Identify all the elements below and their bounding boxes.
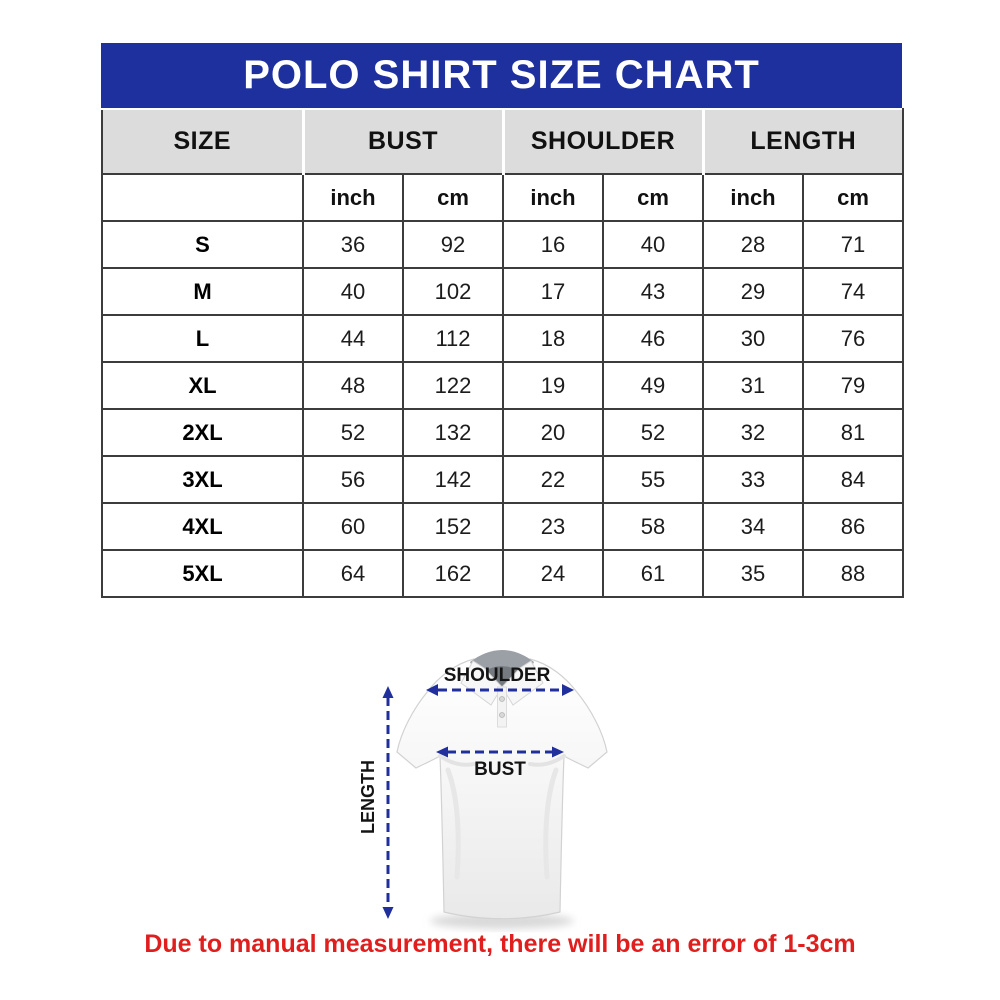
measurement-cell: 132	[402, 408, 504, 457]
measurement-cell: 46	[601, 314, 705, 363]
measurement-cell: 74	[802, 267, 905, 316]
measurement-cell: 162	[402, 549, 504, 598]
measurement-cell: 64	[302, 549, 404, 598]
button	[499, 712, 505, 718]
measurement-cell: 29	[702, 267, 805, 316]
shoulder-arrow	[426, 684, 574, 696]
measurement-cell: 34	[702, 502, 805, 551]
unit-header-bust-inch: inch	[302, 173, 404, 222]
measurement-cell: 43	[601, 267, 705, 316]
measurement-cell: 28	[702, 220, 805, 269]
measurement-cell: 17	[502, 267, 604, 316]
measurement-cell: 32	[702, 408, 805, 457]
unit-header-shoulder-cm: cm	[601, 173, 705, 222]
polo-shirt-illustration	[396, 650, 608, 920]
measurement-cell: 81	[802, 408, 905, 457]
measurement-cell: 71	[802, 220, 905, 269]
table-row: 2XL 52 132 20 52 32 81	[101, 408, 905, 457]
measurement-cell: 18	[502, 314, 604, 363]
measurement-cell: 142	[402, 455, 504, 504]
table-row: L 44 112 18 46 30 76	[101, 314, 905, 363]
unit-header-length-cm: cm	[802, 173, 905, 222]
measurement-cell: 79	[802, 361, 905, 410]
measurement-cell: 44	[302, 314, 404, 363]
table-row: XL 48 122 19 49 31 79	[101, 361, 905, 410]
measurement-cell: 58	[601, 502, 705, 551]
measurement-cell: 30	[702, 314, 805, 363]
size-label: 2XL	[101, 408, 304, 457]
measurement-cell: 112	[402, 314, 504, 363]
measurement-cell: 88	[802, 549, 905, 598]
shirt-shadow	[430, 913, 574, 929]
size-label: L	[101, 314, 304, 363]
size-label: 3XL	[101, 455, 304, 504]
measurement-cell: 92	[402, 220, 504, 269]
measurement-cell: 40	[601, 220, 705, 269]
measurement-cell: 52	[302, 408, 404, 457]
measurement-cell: 102	[402, 267, 504, 316]
measurement-cell: 22	[502, 455, 604, 504]
measurement-cell: 16	[502, 220, 604, 269]
measurement-cell: 61	[601, 549, 705, 598]
shirt-measurement-diagram: SHOULDER BUST LENGTH	[358, 650, 608, 929]
unit-header-length-inch: inch	[702, 173, 805, 222]
table-row: 4XL 60 152 23 58 34 86	[101, 502, 905, 551]
measurement-cell: 40	[302, 267, 404, 316]
col-header-shoulder: SHOULDER	[501, 108, 705, 175]
measurement-cell: 31	[702, 361, 805, 410]
placket	[497, 686, 507, 728]
page-title: POLO SHIRT SIZE CHART	[243, 53, 760, 97]
column-group-header-row: SIZE BUST SHOULDER LENGTH	[101, 108, 905, 175]
measurement-cell: 23	[502, 502, 604, 551]
bust-arrow	[436, 746, 564, 758]
size-label: XL	[101, 361, 304, 410]
table-row: S 36 92 16 40 28 71	[101, 220, 905, 269]
table-row: M 40 102 17 43 29 74	[101, 267, 905, 316]
size-label: 5XL	[101, 549, 304, 598]
table-row: 5XL 64 162 24 61 35 88	[101, 549, 905, 598]
measurement-cell: 35	[702, 549, 805, 598]
length-label: LENGTH	[358, 760, 378, 834]
shoulder-label: SHOULDER	[444, 665, 551, 686]
measurement-cell: 49	[601, 361, 705, 410]
size-label: M	[101, 267, 304, 316]
measurement-cell: 36	[302, 220, 404, 269]
measurement-cell: 24	[502, 549, 604, 598]
col-header-length: LENGTH	[701, 108, 905, 175]
size-label: S	[101, 220, 304, 269]
col-header-size: SIZE	[101, 108, 304, 175]
unit-header-row: inch cm inch cm inch cm	[101, 173, 905, 222]
measurement-cell: 84	[802, 455, 905, 504]
unit-header-bust-cm: cm	[402, 173, 504, 222]
measurement-cell: 19	[502, 361, 604, 410]
chart-title-banner: POLO SHIRT SIZE CHART	[101, 43, 902, 108]
collar-flap-left	[460, 660, 503, 706]
table-row: 3XL 56 142 22 55 33 84	[101, 455, 905, 504]
measurement-cell: 56	[302, 455, 404, 504]
measurement-cell: 60	[302, 502, 404, 551]
size-label: 4XL	[101, 502, 304, 551]
unit-header-shoulder-inch: inch	[502, 173, 604, 222]
length-arrow	[382, 686, 394, 919]
measurement-cell: 48	[302, 361, 404, 410]
collar-flap-right	[501, 660, 544, 706]
measurement-cell: 55	[601, 455, 705, 504]
measurement-cell: 122	[402, 361, 504, 410]
measurement-cell: 86	[802, 502, 905, 551]
measurement-cell: 33	[702, 455, 805, 504]
measurement-note: Due to manual measurement, there will be…	[144, 930, 856, 958]
bust-label: BUST	[474, 759, 526, 780]
size-table-body: S 36 92 16 40 28 71 M 40 102 17 43 29 74 L 44 112 18 46 30 7…	[101, 220, 905, 598]
col-header-bust: BUST	[301, 108, 504, 175]
unit-header-empty	[101, 173, 304, 222]
measurement-cell: 152	[402, 502, 504, 551]
measurement-cell: 20	[502, 408, 604, 457]
measurement-cell: 52	[601, 408, 705, 457]
measurement-arrows	[382, 684, 574, 919]
button	[499, 696, 505, 702]
measurement-cell: 76	[802, 314, 905, 363]
size-chart-table: SIZE BUST SHOULDER LENGTH inch cm inch c…	[101, 108, 905, 598]
